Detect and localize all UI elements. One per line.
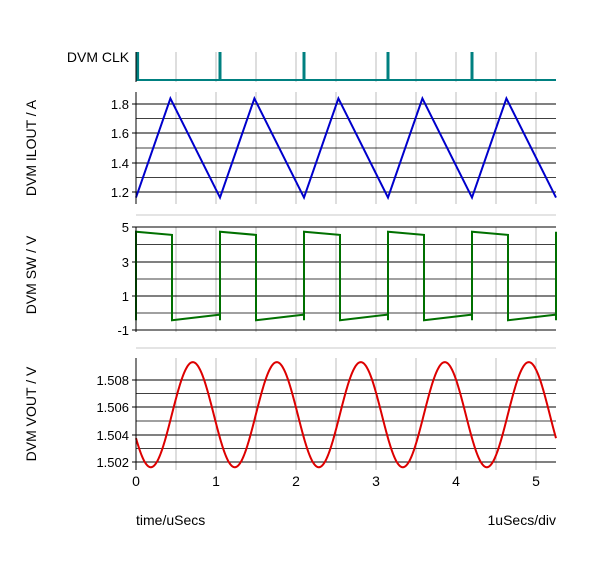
x-tick-label: 3	[372, 473, 380, 489]
vout-y-tick-label: 1.508	[96, 373, 129, 388]
ilout-trace	[135, 95, 557, 201]
vout-trace	[135, 361, 557, 469]
x-scale-label: 1uSecs/div	[488, 512, 556, 528]
x-tick-label: 5	[532, 473, 540, 489]
clk-pulse	[470, 52, 474, 80]
sw-y-tick-label: 1	[122, 289, 129, 304]
ilout-y-tick-label: 1.4	[111, 156, 129, 171]
ilout-y-label: DVM ILOUT / A	[23, 99, 39, 196]
grid-layer	[132, 52, 556, 470]
clk-y-label: DVM CLK	[67, 49, 130, 65]
vout-y-tick-label: 1.502	[96, 455, 129, 470]
vout-y-tick-label: 1.504	[96, 428, 129, 443]
vout-y-label: DVM VOUT / V	[23, 366, 39, 461]
x-tick-label: 2	[292, 473, 300, 489]
sw-y-tick-label: -1	[117, 323, 129, 338]
x-tick-label: 1	[212, 473, 220, 489]
sw-y-tick-label: 3	[122, 255, 129, 270]
clk-pulse	[136, 52, 140, 80]
sw-y-label: DVM SW / V	[23, 235, 39, 314]
trace-layer	[135, 52, 557, 469]
sw-y-tick-label: 5	[122, 220, 129, 235]
ilout-y-tick-label: 1.6	[111, 126, 129, 141]
x-tick-label: 0	[132, 473, 140, 489]
ilout-y-tick-label: 1.2	[111, 185, 129, 200]
vout-y-tick-label: 1.506	[96, 400, 129, 415]
clk-pulse	[386, 52, 390, 80]
x-unit-label: time/uSecs	[136, 512, 205, 528]
sw-trace	[135, 230, 557, 322]
clk-pulse	[302, 52, 306, 80]
clk-pulse	[218, 52, 222, 80]
x-tick-label: 4	[452, 473, 460, 489]
label-layer: DVM CLK 1.8 1.6 1.4 1.2 DVM ILOUT / A 5 3 1 -1 DVM…	[23, 49, 556, 528]
ilout-y-tick-label: 1.8	[111, 97, 129, 112]
